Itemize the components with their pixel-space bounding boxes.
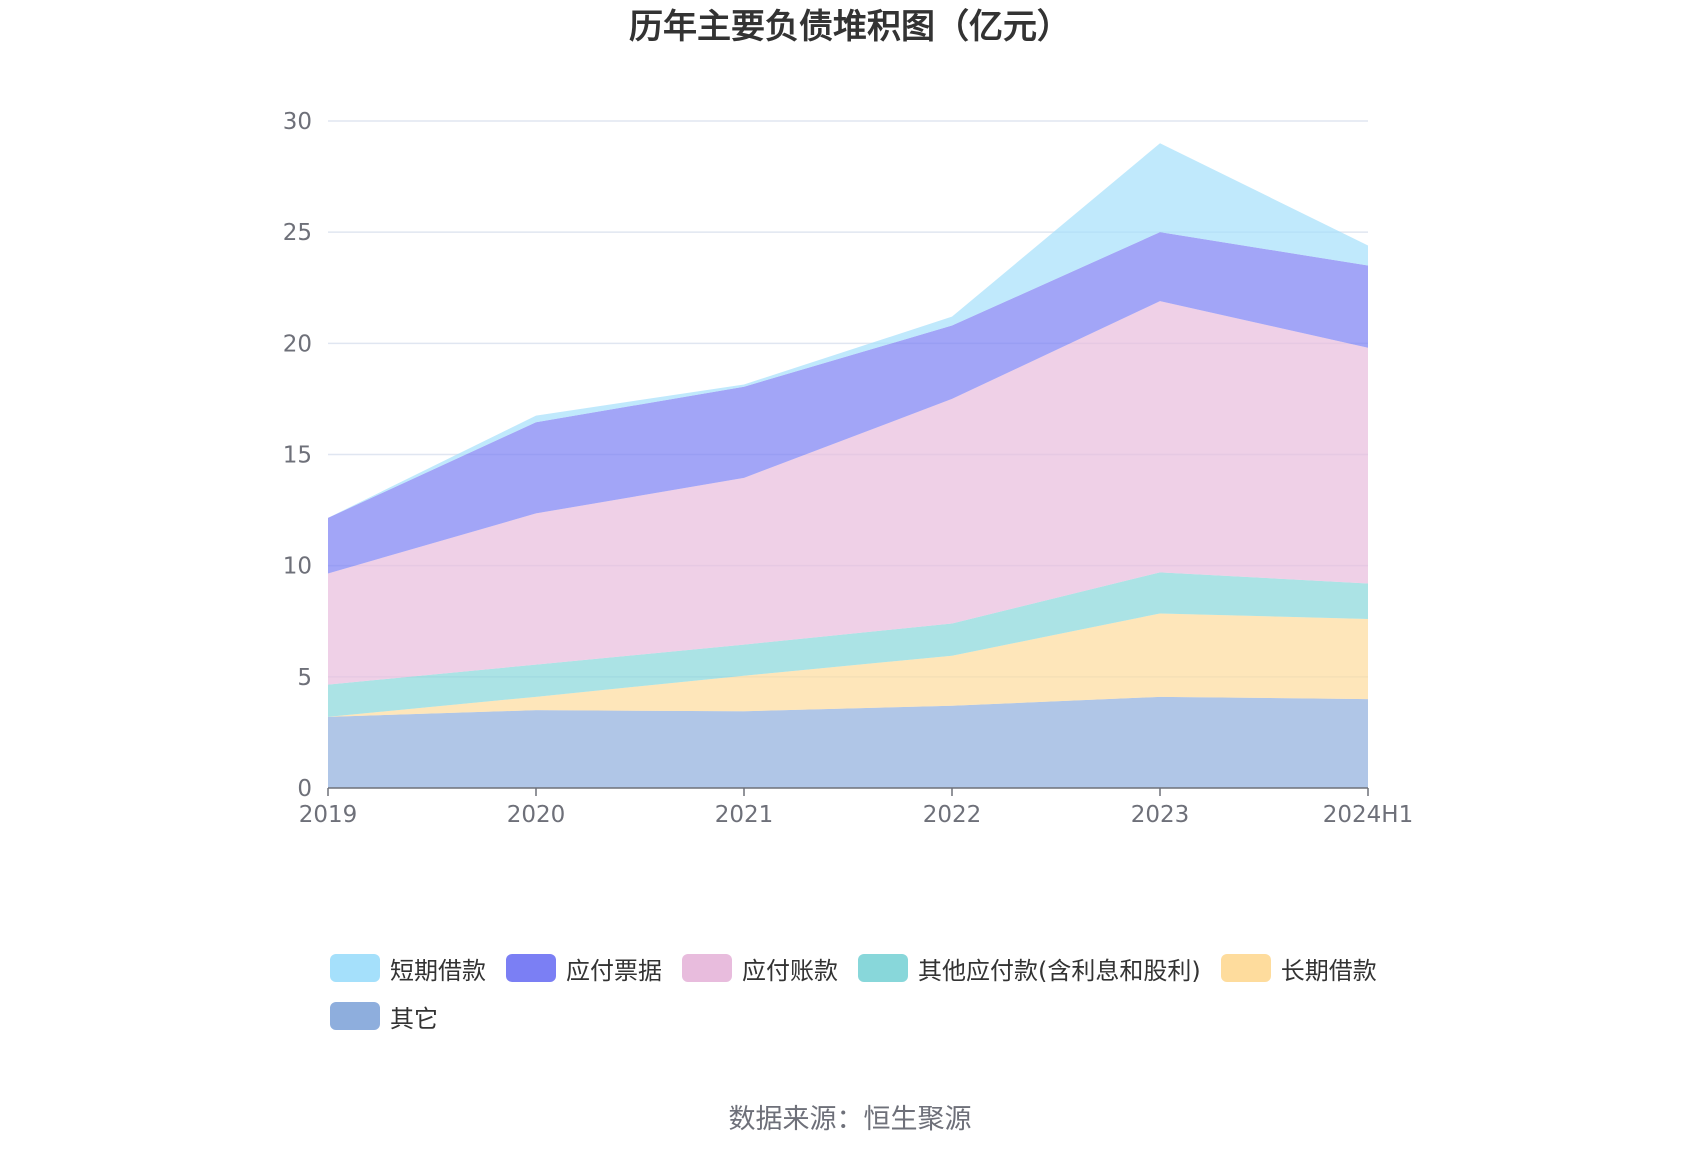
area-series <box>328 143 1368 788</box>
y-tick-label: 5 <box>297 665 312 691</box>
x-tick-label: 2023 <box>1131 802 1190 828</box>
legend-item[interactable]: 短期借款 <box>330 950 486 986</box>
y-tick-label: 25 <box>283 220 312 246</box>
x-tick-label: 2022 <box>923 802 982 828</box>
legend-label: 短期借款 <box>390 956 486 985</box>
x-tick-label: 2021 <box>715 802 774 828</box>
legend-swatch <box>506 954 556 982</box>
x-tick-label: 2020 <box>507 802 566 828</box>
legend-label: 其他应付款(含利息和股利) <box>918 956 1201 985</box>
legend-swatch <box>858 954 908 982</box>
legend-item[interactable]: 长期借款 <box>1220 950 1377 986</box>
legend-swatch <box>1220 954 1271 982</box>
legend-swatch <box>330 954 380 982</box>
legend-label: 应付票据 <box>566 956 662 985</box>
area-series-0 <box>328 696 1368 788</box>
area-series-4 <box>328 232 1368 574</box>
axes <box>327 787 1369 796</box>
y-tick-label: 30 <box>283 109 312 135</box>
area-series-2 <box>328 572 1368 717</box>
tick-labels: 0 5 10 15 20 25 30 2019 2020 2021 2022 2023 2024H1 <box>283 109 1414 828</box>
y-tick-label: 20 <box>283 331 312 357</box>
area-series-3 <box>328 301 1368 685</box>
legend-item[interactable]: 其它 <box>330 998 438 1034</box>
legend-item[interactable]: 应付账款 <box>682 950 838 986</box>
legend-label: 长期借款 <box>1280 956 1377 985</box>
legend-swatch <box>682 954 732 982</box>
x-tick-label: 2019 <box>299 802 358 828</box>
data-source: 数据来源：恒生聚源 <box>728 1104 972 1135</box>
x-tick-label: 2024H1 <box>1323 802 1413 828</box>
area-series-1 <box>328 613 1368 717</box>
y-tick-label: 10 <box>283 554 312 580</box>
legend-label: 其它 <box>390 1004 438 1033</box>
y-tick-label: 0 <box>297 776 312 802</box>
legend: 短期借款 应付票据 应付账款 其他应付款(含利息和股利) 长期借款其它 <box>330 950 1410 1034</box>
legend-item[interactable]: 应付票据 <box>506 950 662 986</box>
y-tick-label: 15 <box>283 443 312 469</box>
legend-item[interactable]: 其他应付款(含利息和股利) <box>858 950 1201 986</box>
chart-title: 历年主要负债堆积图（亿元） <box>629 7 1071 47</box>
legend-swatch <box>330 1002 380 1030</box>
area-series-5 <box>328 143 1368 518</box>
legend-label: 应付账款 <box>742 956 838 985</box>
